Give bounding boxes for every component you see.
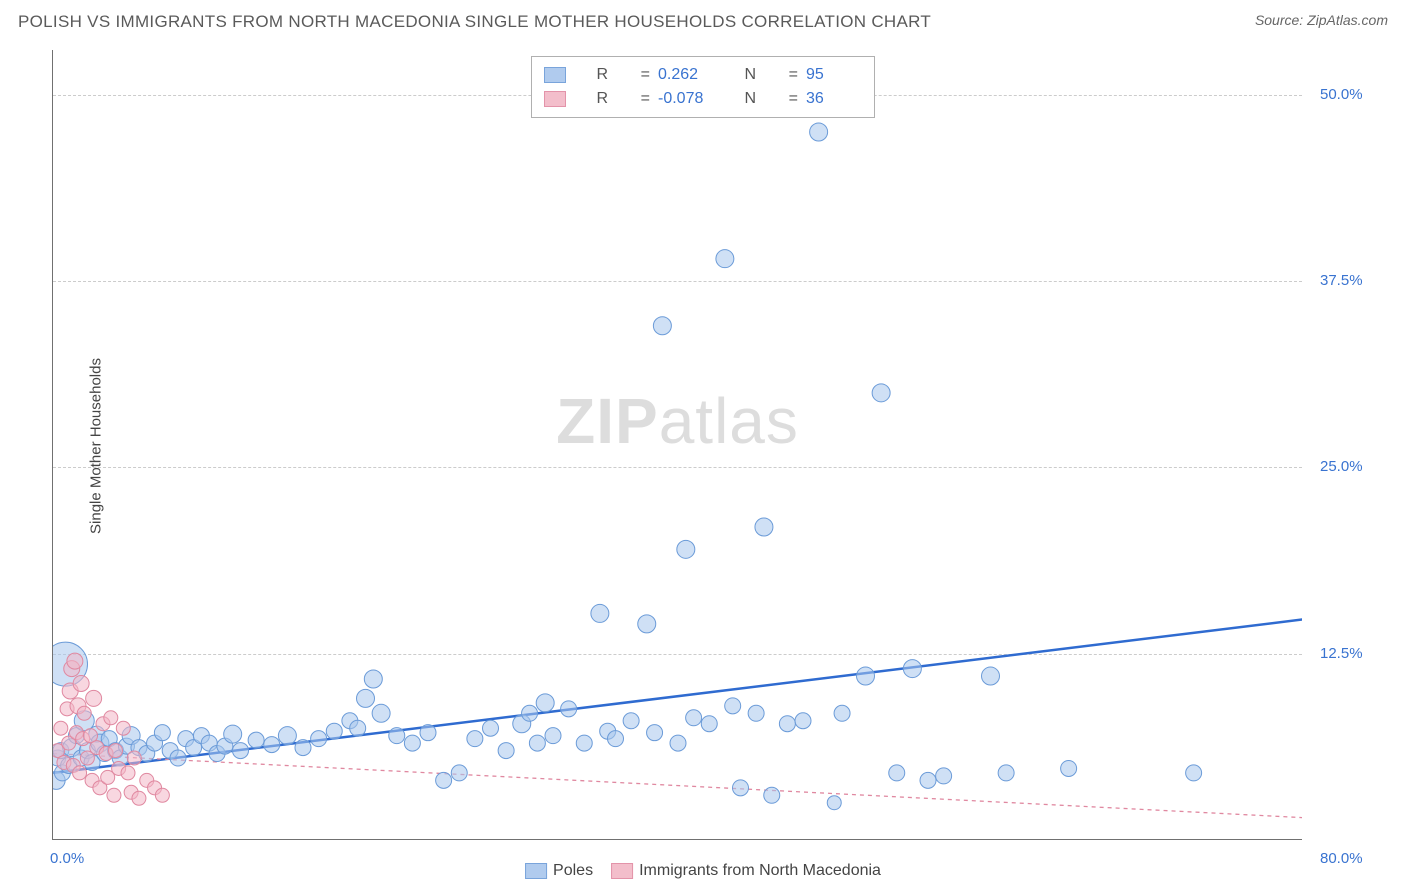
swatch-macedonia-bottom [611,863,633,879]
source-attribution: Source: ZipAtlas.com [1255,12,1388,28]
plot-area: ZIPatlas [52,50,1302,840]
chart-title: POLISH VS IMMIGRANTS FROM NORTH MACEDONI… [18,12,931,32]
legend-item-macedonia: Immigrants from North Macedonia [611,862,881,880]
legend-stats-box: R = 0.262 N = 95 R = -0.078 N = 36 [531,56,875,118]
n-value-1: 95 [806,63,862,87]
swatch-macedonia [544,91,566,107]
legend-label-poles: Poles [553,862,593,880]
x-tick-label: 0.0% [50,850,84,867]
bottom-legend: Poles Immigrants from North Macedonia [525,862,881,880]
eq-label: = [764,63,798,87]
eq-label: = [616,63,650,87]
swatch-poles-bottom [525,863,547,879]
legend-label-macedonia: Immigrants from North Macedonia [639,862,881,880]
y-tick-label: 50.0% [1320,86,1363,103]
y-tick-label: 12.5% [1320,645,1363,662]
legend-stats-row-1: R = 0.262 N = 95 [544,63,862,87]
chart-svg [53,50,1302,839]
legend-stats-row-2: R = -0.078 N = 36 [544,87,862,111]
source-prefix: Source: [1255,12,1307,28]
eq-label: = [764,87,798,111]
n-value-2: 36 [806,87,862,111]
n-label: N [722,87,756,111]
source-name: ZipAtlas.com [1307,12,1388,28]
legend-item-poles: Poles [525,862,593,880]
r-value-2: -0.078 [658,87,714,111]
r-label: R [574,87,608,111]
eq-label: = [616,87,650,111]
swatch-poles [544,67,566,83]
r-value-1: 0.262 [658,63,714,87]
y-tick-label: 37.5% [1320,272,1363,289]
x-tick-label: 80.0% [1320,850,1363,867]
n-label: N [722,63,756,87]
y-tick-label: 25.0% [1320,458,1363,475]
r-label: R [574,63,608,87]
